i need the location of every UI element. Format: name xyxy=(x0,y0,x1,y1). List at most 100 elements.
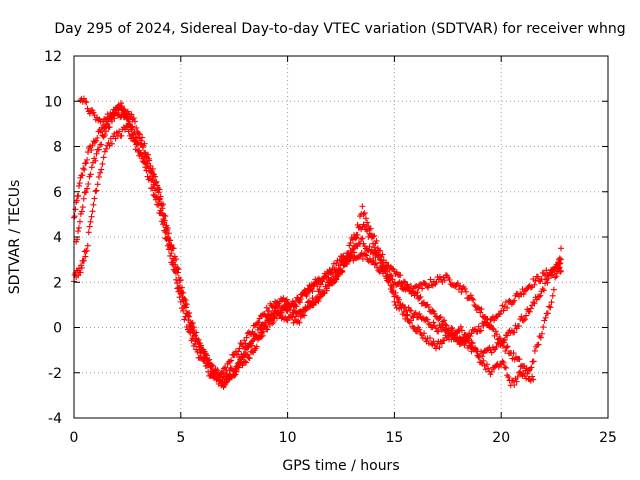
data-point xyxy=(493,343,500,350)
data-point xyxy=(181,316,188,323)
data-point xyxy=(502,348,509,355)
data-point xyxy=(412,283,419,290)
data-point xyxy=(377,247,384,254)
data-point xyxy=(177,290,184,297)
data-point xyxy=(80,195,87,202)
data-point xyxy=(218,369,225,376)
data-point xyxy=(360,211,367,218)
data-point xyxy=(283,296,290,303)
data-point xyxy=(457,340,464,347)
data-point xyxy=(415,284,422,291)
data-point xyxy=(359,235,366,242)
data-point xyxy=(79,172,86,179)
data-point xyxy=(366,243,373,250)
data-point xyxy=(78,264,85,271)
data-point xyxy=(514,373,521,380)
data-point xyxy=(180,307,187,314)
data-point xyxy=(172,261,179,268)
data-point xyxy=(282,297,289,304)
data-point xyxy=(323,285,330,292)
data-point xyxy=(190,324,197,331)
data-point xyxy=(84,105,91,112)
data-point xyxy=(87,171,94,178)
data-point xyxy=(435,328,442,335)
data-point xyxy=(402,304,409,311)
data-point xyxy=(169,261,176,268)
data-point xyxy=(425,320,432,327)
data-point xyxy=(152,196,159,203)
data-point xyxy=(194,348,201,355)
data-point xyxy=(339,269,346,276)
data-point xyxy=(370,233,377,240)
data-point xyxy=(351,242,358,249)
data-point xyxy=(556,255,563,262)
data-point xyxy=(531,281,538,288)
data-point xyxy=(258,329,265,336)
data-point xyxy=(214,373,221,380)
data-point xyxy=(396,296,403,303)
data-point xyxy=(78,208,85,215)
data-point xyxy=(504,343,511,350)
data-point xyxy=(548,299,555,306)
data-point xyxy=(162,213,169,220)
data-point xyxy=(241,351,248,358)
data-point xyxy=(503,344,510,351)
data-point xyxy=(537,292,544,299)
y-tick-label: 0 xyxy=(53,321,62,337)
data-point xyxy=(501,364,508,371)
data-point xyxy=(533,296,540,303)
data-point xyxy=(139,134,146,141)
data-point xyxy=(410,289,417,296)
data-point xyxy=(549,292,556,299)
data-point xyxy=(393,269,400,276)
data-point xyxy=(540,287,547,294)
data-point xyxy=(414,289,421,296)
data-point xyxy=(557,268,564,275)
x-tick-label: 20 xyxy=(492,430,510,446)
data-point xyxy=(83,247,90,254)
data-point xyxy=(495,336,502,343)
data-point xyxy=(124,122,131,129)
data-point xyxy=(548,272,555,279)
data-point xyxy=(197,342,204,349)
data-point xyxy=(82,98,89,105)
data-point xyxy=(250,337,257,344)
data-point xyxy=(372,260,379,267)
data-point xyxy=(467,343,474,350)
data-point xyxy=(424,316,431,323)
data-point xyxy=(166,237,173,244)
data-point xyxy=(176,284,183,291)
y-tick-label: 10 xyxy=(44,94,62,110)
data-point xyxy=(396,279,403,286)
data-point xyxy=(379,251,386,258)
y-tick-label: -2 xyxy=(48,366,62,382)
data-point xyxy=(86,110,93,117)
data-point xyxy=(131,118,138,125)
data-point xyxy=(400,309,407,316)
data-point xyxy=(227,365,234,372)
data-point xyxy=(98,124,105,131)
data-point xyxy=(363,252,370,259)
data-point xyxy=(416,295,423,302)
data-point xyxy=(546,303,553,310)
data-point xyxy=(555,260,562,267)
data-point xyxy=(457,323,464,330)
y-tick-label: 4 xyxy=(53,230,62,246)
data-point xyxy=(253,343,260,350)
data-point xyxy=(412,327,419,334)
data-point xyxy=(76,180,83,187)
data-point xyxy=(536,293,543,300)
data-point xyxy=(222,379,229,386)
data-point xyxy=(75,228,82,235)
data-point xyxy=(116,128,123,135)
data-point xyxy=(118,132,125,139)
data-point xyxy=(228,357,235,364)
data-point xyxy=(165,230,172,237)
data-point xyxy=(427,276,434,283)
data-point xyxy=(400,278,407,285)
data-point xyxy=(256,332,263,339)
data-point xyxy=(544,310,551,317)
data-point xyxy=(445,336,452,343)
data-point xyxy=(353,231,360,238)
data-point xyxy=(222,364,229,371)
